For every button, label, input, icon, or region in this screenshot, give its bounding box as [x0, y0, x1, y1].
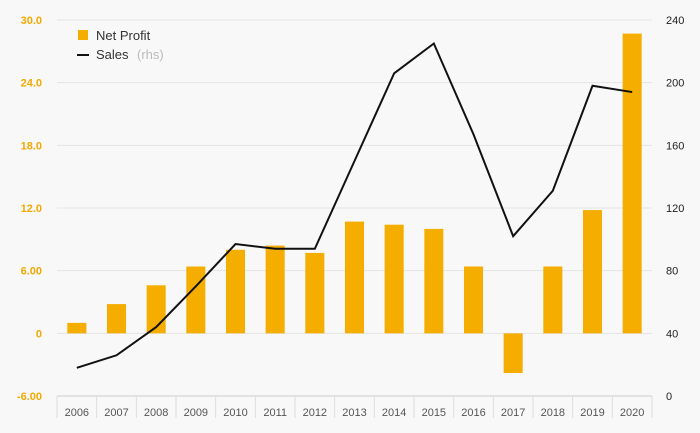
bar-net-profit-2011	[265, 245, 285, 334]
y-right-tick-label: 240	[666, 15, 684, 27]
axes: -6.00 0 6.00 12.0 18.0 24.0 30.0 0 40 80 120 160 200…	[17, 15, 684, 419]
bar-net-profit-2020	[622, 33, 642, 334]
bar-net-profit-2010	[225, 249, 246, 334]
x-tick-label: 2007	[104, 407, 128, 419]
y-left-tick-label: -6.00	[17, 391, 42, 403]
bar-net-profit-2012	[305, 252, 325, 334]
y-right-tick-label: 40	[666, 328, 678, 340]
bar-net-profit-2013	[344, 221, 365, 334]
y-left-tick-label: 12.0	[21, 203, 42, 215]
x-tick-label: 2013	[342, 407, 366, 419]
x-tick-label: 2006	[65, 407, 89, 419]
bar-net-profit-2009	[186, 266, 206, 334]
x-tick-label: 2014	[382, 407, 406, 419]
legend-swatch-net-profit	[78, 30, 88, 40]
x-tick-label: 2009	[184, 407, 208, 419]
bar-net-profit-2019	[582, 210, 603, 334]
legend-label-sales-note: (rhs)	[137, 47, 164, 62]
bar-net-profit-2006	[67, 322, 87, 334]
bar-net-profit-2016	[463, 266, 484, 334]
x-tick-label: 2012	[303, 407, 327, 419]
x-tick-label: 2017	[501, 407, 525, 419]
x-tick-label: 2018	[541, 407, 565, 419]
legend: Net Profit Sales (rhs)	[77, 28, 164, 63]
bar-net-profit-2017	[503, 333, 523, 374]
bar-net-profit-2015	[424, 228, 444, 334]
y-right-tick-label: 0	[666, 391, 672, 403]
y-left-tick-label: 0	[36, 328, 42, 340]
y-right-tick-label: 120	[666, 203, 684, 215]
x-tick-label: 2015	[422, 407, 446, 419]
y-left-tick-label: 24.0	[21, 78, 42, 90]
x-tick-label: 2020	[620, 407, 644, 419]
y-right-tick-label: 160	[666, 140, 684, 152]
y-right-tick-label: 80	[666, 266, 678, 278]
x-tick-label: 2011	[263, 407, 287, 419]
legend-label-sales-name: Sales	[96, 47, 129, 62]
legend-label-sales: Sales (rhs)	[96, 46, 164, 63]
bar-net-profit-2014	[384, 224, 404, 334]
x-tick-label: 2019	[580, 407, 604, 419]
y-left-tick-label: 6.00	[21, 266, 42, 278]
x-tick-label: 2016	[461, 407, 485, 419]
y-left-tick-label: 30.0	[21, 15, 42, 27]
bar-net-profit-2018	[543, 266, 563, 334]
y-left-tick-label: 18.0	[21, 140, 42, 152]
sales-line-group	[76, 41, 633, 369]
sales-line	[76, 41, 633, 369]
x-tick-label: 2008	[144, 407, 168, 419]
net-profit-bars	[67, 33, 642, 374]
bar-net-profit-2007	[106, 304, 127, 334]
legend-label-net-profit: Net Profit	[96, 28, 151, 43]
x-tick-label: 2010	[223, 407, 247, 419]
y-right-tick-label: 200	[666, 78, 684, 90]
